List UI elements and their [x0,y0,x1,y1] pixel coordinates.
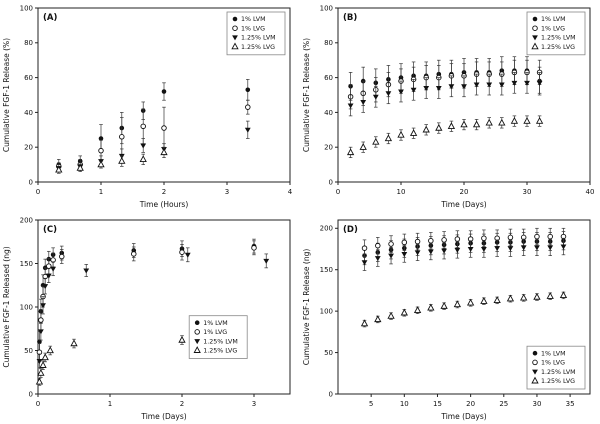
x-tick-label: 2 [162,188,166,196]
series-1-25-lvg [55,146,168,174]
x-tick-label: 10 [397,188,406,196]
x-axis-label: Time (Days) [140,412,186,421]
legend-label: 1% LVM [541,16,566,23]
legend-label: 1% LVG [203,329,227,336]
x-tick-label: 15 [433,400,442,408]
legend-label: 1.25% LVG [241,44,275,51]
x-axis-label: Time (Hours) [139,200,189,209]
y-tick-label: 40 [24,109,33,117]
legend-label: 1.25% LVM [541,35,576,42]
y-tick-label: 20 [324,144,333,152]
y-axis-label: Cumulative FGF-1 Release (ng) [302,249,311,366]
y-axis-label: Cumulative FGF-1 Release (%) [2,38,11,152]
legend: 1% LVM 1% LVG 1.25% LVM 1.25% LVG [226,11,286,56]
x-tick-label: 4 [288,188,293,196]
x-tick-label: 2 [180,400,184,408]
legend-label: 1.25% LVG [203,348,237,355]
y-tick-label: 40 [324,109,333,117]
panel-label: (D) [343,225,358,235]
series-1-25-lvg [35,335,186,386]
legend-label: 1.25% LVM [241,35,276,42]
legend-label: 1% LVM [241,16,266,23]
chart-b-cumulative-release-percent-days: 0 10 20 30 40 0 20 40 60 80 100 Time (Days) Cumulati… [300,0,600,212]
x-tick-label: 1 [108,400,112,408]
panel-d: 5 10 15 20 25 30 35 0 50 100 150 200 Time (Days) Cumu… [300,212,600,424]
panel-c: 0 1 2 3 0 50 100 150 200 Time (Days) Cumulative FG… [0,212,300,424]
y-tick-label: 80 [324,39,333,47]
panel-a: 0 1 2 3 4 0 20 40 60 80 100 Time (Hours) Cumulative … [0,0,300,212]
x-tick-label: 20 [466,400,475,408]
legend: 1% LVM 1% LVG 1.25% LVM 1.25% LVG [526,345,586,390]
y-tick-label: 150 [20,260,33,268]
y-tick-label: 100 [320,308,333,316]
x-tick-label: 5 [369,400,373,408]
legend-label: 1% LVM [541,350,566,357]
y-tick-label: 50 [24,347,33,355]
x-tick-label: 1 [99,188,103,196]
legend-label: 1% LVM [203,320,228,327]
legend: 1% LVM 1% LVG 1.25% LVM 1.25% LVG [188,315,248,359]
y-tick-label: 80 [24,39,33,47]
y-tick-label: 100 [320,4,333,12]
y-axis-label: Cumulative FGF-1 Released (ng) [2,246,11,367]
y-tick-label: 100 [20,303,33,311]
x-tick-label: 35 [566,400,575,408]
series-1-25-lvm [361,237,567,271]
y-tick-label: 60 [24,74,33,82]
y-tick-label: 20 [24,144,33,152]
x-tick-label: 0 [336,188,340,196]
x-tick-label: 20 [460,188,469,196]
x-tick-label: 30 [532,400,541,408]
x-tick-label: 40 [586,188,595,196]
y-tick-label: 100 [20,4,33,12]
x-tick-label: 3 [252,400,256,408]
y-tick-label: 0 [29,390,33,398]
series-1-25-lvm [347,72,543,117]
chart-c-cumulative-release-ng-days: 0 1 2 3 0 50 100 150 200 Time (Days) Cumulative FG… [0,212,300,424]
legend-label: 1% LVG [241,25,265,32]
y-tick-label: 200 [20,216,33,224]
y-tick-label: 60 [324,74,333,82]
y-tick-label: 200 [320,225,333,233]
x-tick-label: 10 [400,400,409,408]
series-1-25-lvm [36,247,270,369]
legend-label: 1.25% LVG [541,378,575,385]
y-axis-label: Cumulative FGF-1 Release (%) [302,38,311,152]
chart-d-cumulative-release-ng-days: 5 10 15 20 25 30 35 0 50 100 150 200 Time (Days) Cumu… [300,212,600,424]
plot-frame [337,219,591,395]
y-tick-label: 0 [329,390,333,398]
x-tick-label: 25 [499,400,508,408]
x-tick-label: 0 [36,188,40,196]
panel-label: (B) [343,13,357,23]
y-tick-label: 50 [324,349,333,357]
legend-label: 1.25% LVM [541,369,576,376]
panel-b: 0 10 20 30 40 0 20 40 60 80 100 Time (Days) Cumulati… [300,0,600,212]
series-1-25-lvg [346,115,544,158]
panel-label: (A) [43,13,57,23]
x-tick-label: 3 [225,188,229,196]
x-tick-label: 30 [523,188,532,196]
x-tick-label: 0 [36,400,40,408]
x-axis-label: Time (Days) [440,200,486,209]
x-axis-label: Time (Days) [440,412,486,421]
y-tick-label: 150 [320,266,333,274]
y-tick-label: 0 [329,178,333,186]
legend-label: 1.25% LVG [541,44,575,51]
legend: 1% LVM 1% LVG 1.25% LVM 1.25% LVG [526,11,586,56]
legend-label: 1% LVG [541,360,565,367]
legend-label: 1.25% LVM [203,338,238,345]
legend-label: 1% LVG [541,25,565,32]
panel-label: (C) [43,225,57,235]
y-tick-label: 0 [29,178,33,186]
series-1-25-lvg [360,291,568,328]
